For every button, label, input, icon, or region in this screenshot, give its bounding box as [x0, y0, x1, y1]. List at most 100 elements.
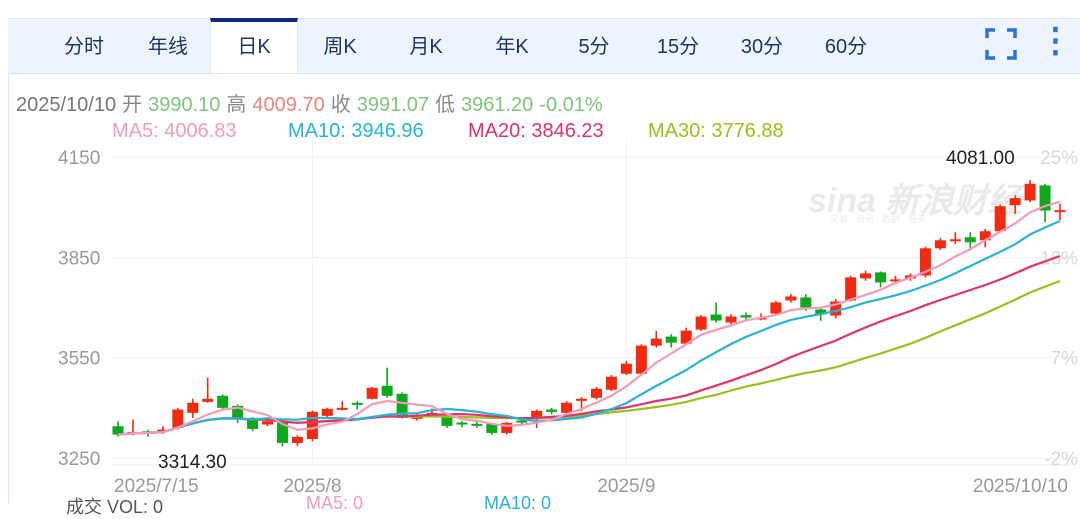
candle-body [441, 415, 453, 426]
candle-body [112, 426, 124, 435]
candle-body [860, 273, 872, 279]
candle-body [187, 402, 199, 413]
sina-watermark: sina 新浪财经 交易 · 资讯 · 数据 · 服务 [808, 182, 1025, 224]
volume-legend-ma10: MA10: 0 [484, 493, 552, 513]
tab-3[interactable]: 周K [323, 36, 357, 58]
candle-body [785, 296, 797, 301]
candle-body [262, 421, 274, 425]
tab-7[interactable]: 15分 [656, 36, 700, 58]
candle-body [321, 408, 333, 416]
fullscreen-icon[interactable] [984, 27, 1018, 61]
candle-body [590, 388, 602, 398]
x-tick-label: 2025/7/15 [114, 476, 199, 497]
pct-tick-label: 7% [1051, 349, 1079, 370]
candle-body [890, 279, 902, 282]
candle-body [830, 301, 842, 316]
candle-body [366, 387, 378, 399]
close-value: 3991.07 [356, 94, 429, 116]
candle-body [336, 407, 348, 410]
candle-body [217, 395, 229, 408]
ma5-line [117, 200, 1061, 436]
low-value: 3961.20 [461, 94, 534, 116]
x-tick-label: 2025/8 [283, 476, 341, 497]
x-tick-label: 2025/9 [597, 476, 655, 497]
candle-body [561, 402, 573, 413]
tab-8[interactable]: 30分 [740, 36, 784, 58]
tab-6[interactable]: 5分 [578, 36, 610, 58]
candle-body [291, 436, 303, 443]
pct-tick-label: 16% [1040, 248, 1078, 269]
candle-body [396, 393, 408, 418]
candle-body [501, 422, 513, 433]
candle-body [202, 398, 214, 402]
min-price-label: 3314.30 [158, 452, 227, 473]
candle-body [875, 272, 887, 283]
quote-date: 2025/10/10 [16, 94, 117, 116]
candle-body [770, 302, 782, 314]
ma10-line [117, 219, 1061, 436]
candle-body [351, 402, 363, 405]
candle-body [1039, 185, 1051, 211]
tab-0[interactable]: 分时 [64, 36, 104, 58]
candle-body [620, 363, 632, 374]
ma20-legend: MA20: 3846.23 [468, 120, 604, 142]
candle-body [740, 315, 752, 318]
tab-1[interactable]: 年线 [148, 36, 188, 58]
tab-9[interactable]: 60分 [824, 36, 868, 58]
candle-body [815, 309, 827, 315]
candle-body [546, 409, 558, 412]
candle-body [665, 336, 677, 343]
candle-body [1024, 183, 1036, 201]
candle-body [411, 416, 423, 419]
candle-body [979, 231, 991, 241]
tab-4[interactable]: 月K [409, 36, 443, 58]
kline-chart[interactable]: sina 新浪财经 交易 · 资讯 · 数据 · 服务 4150 3850 3550… [0, 0, 1080, 503]
candle-body [531, 410, 543, 419]
candle-body [306, 411, 318, 439]
quote-summary: 2025/10/10 开 3990.10 高 4009.70 收 3991.07 低 3961.… [16, 88, 609, 117]
candle-body [1054, 210, 1066, 213]
volume-legend-ma5: MA5: 0 [306, 493, 364, 513]
candle-body [276, 421, 288, 443]
candle-body [486, 423, 498, 433]
open-value: 3990.10 [148, 94, 221, 116]
pct-tick-label: -2% [1044, 449, 1078, 470]
low-label: 低 [435, 94, 455, 116]
candle-body [650, 338, 662, 346]
period-tab-bar: 分时 年线 日K 周K 月K 年K 5分 15分 30分 60分 [8, 18, 1080, 74]
candle-body [576, 398, 588, 401]
candle-body [1009, 198, 1021, 206]
candle-body [680, 330, 692, 344]
more-vertical-icon[interactable] [1038, 25, 1072, 59]
candle-body [471, 423, 483, 426]
candle-body [456, 422, 468, 425]
candle-body [232, 405, 244, 419]
close-label: 收 [330, 94, 351, 116]
candle-body [919, 248, 931, 276]
candle-body [635, 345, 647, 374]
candle-body [247, 417, 259, 429]
y-tick-label: 3250 [58, 449, 100, 470]
x-tick-label: 2025/10/10 [973, 476, 1068, 497]
candle-body [516, 420, 528, 423]
candle-body [172, 409, 184, 428]
y-tick-label: 4150 [58, 148, 100, 169]
ma5-legend: MA5: 4006.83 [112, 120, 237, 142]
candle-body [157, 429, 169, 432]
candle-body [964, 237, 976, 243]
max-price-label: 4081.00 [946, 148, 1015, 169]
watermark-brand: sina 新浪财经 [808, 182, 1025, 220]
high-label: 高 [226, 94, 247, 116]
tab-2[interactable]: 日K [210, 18, 298, 73]
candle-body [695, 316, 707, 330]
candle-body [381, 385, 393, 396]
change-percent: -0.01% [539, 94, 603, 116]
candle-body [949, 239, 961, 242]
ma30-legend: MA30: 3776.88 [648, 120, 784, 142]
chart-panel [8, 18, 1080, 503]
ma20-line [117, 254, 1061, 436]
y-tick-label: 3550 [58, 349, 100, 370]
ma10-legend: MA10: 3946.96 [288, 120, 424, 142]
tab-5[interactable]: 年K [495, 36, 529, 58]
high-value: 4009.70 [252, 94, 325, 116]
